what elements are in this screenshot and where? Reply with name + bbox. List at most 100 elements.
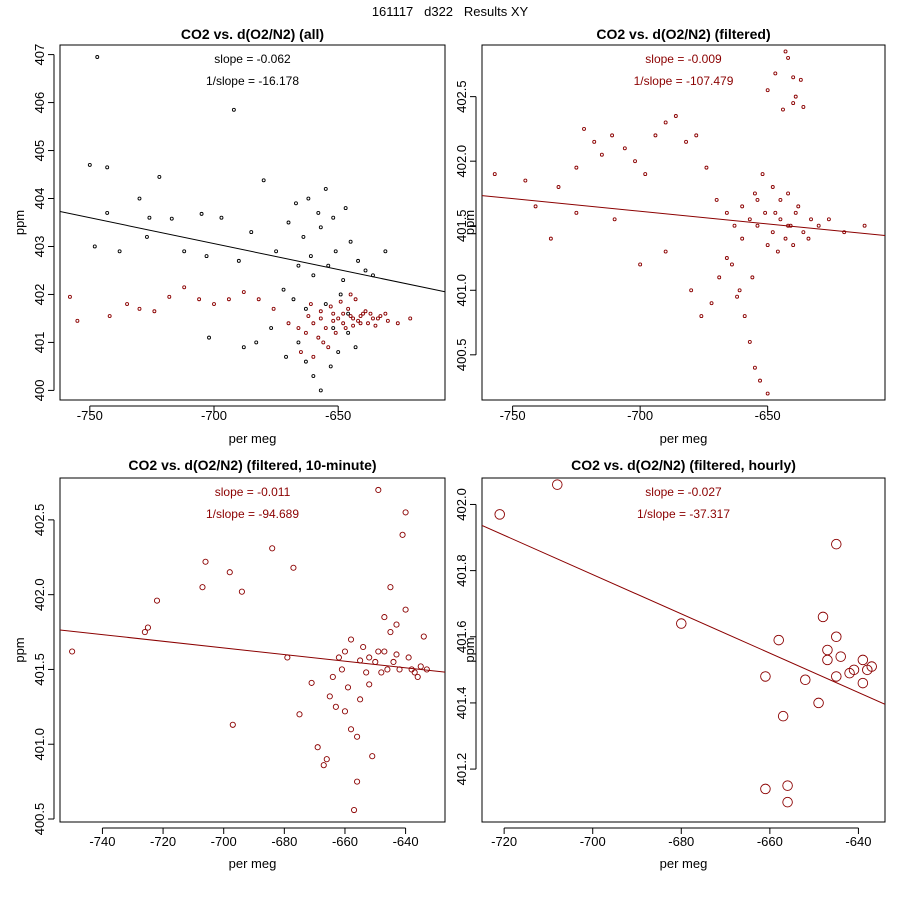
chart-0-point-all [219, 215, 224, 220]
chart-2-y-tick-label: 401.0 [32, 728, 47, 761]
chart-2-point-10-minute [369, 753, 376, 760]
chart-1-point-filtered [730, 262, 734, 267]
chart-2-point-10-minute [69, 648, 76, 655]
chart-1-point-filtered [770, 230, 775, 235]
chart-3-point-hourly [777, 710, 789, 722]
chart-1-point-filtered [765, 391, 770, 396]
chart-1-point-filtered [747, 339, 752, 344]
chart-2-x-axis-label: per meg [229, 856, 277, 871]
chart-2-title: CO2 vs. d(O2/N2) (filtered, 10-minute) [128, 457, 376, 473]
chart-0-point-filtered [318, 316, 323, 321]
chart-0-point-filtered [241, 290, 246, 295]
chart-0-point-filtered [366, 321, 370, 326]
chart-0-x-axis-label: per meg [229, 431, 277, 446]
chart-0-point-all [144, 234, 149, 239]
chart-0-point-all [383, 249, 388, 254]
chart-1-point-filtered [773, 210, 778, 215]
chart-0-point-all [311, 374, 316, 378]
chart-1-point-filtered [763, 210, 768, 215]
chart-2-point-10-minute [384, 666, 391, 673]
chart-1-point-filtered [770, 185, 775, 189]
chart-1-point-filtered [760, 172, 765, 177]
chart-3-fit-line [482, 525, 885, 705]
chart-0-point-filtered [341, 321, 346, 326]
chart-1-point-filtered [842, 230, 847, 235]
chart-0-point-all [308, 254, 313, 259]
chart-0-point-all [356, 258, 361, 263]
chart-0-point-all [294, 201, 298, 206]
chart-0-point-filtered [331, 318, 336, 323]
chart-2-point-10-minute [414, 673, 421, 680]
chart-1-point-filtered [599, 152, 604, 157]
chart-0-point-all [157, 174, 162, 179]
chart-0-point-filtered [303, 330, 308, 335]
chart-0-point-filtered [256, 297, 261, 302]
chart-0-point-filtered [358, 321, 363, 326]
chart-0-point-filtered [353, 297, 358, 302]
chart-0-point-all [318, 388, 323, 393]
chart-0-point-all [117, 249, 122, 254]
chart-1-y-axis-label: ppm [462, 210, 477, 235]
chart-0-x-tick-label: -650 [325, 408, 351, 423]
chart-1-point-filtered [806, 236, 811, 241]
chart-1-point-filtered [750, 275, 755, 280]
chart-1-point-filtered [704, 165, 709, 170]
chart-0-point-all [338, 292, 343, 297]
chart-1-point-filtered [793, 210, 798, 215]
chart-0-point-filtered [167, 294, 172, 299]
chart-2-point-10-minute [326, 693, 333, 700]
chart-2-point-10-minute [399, 531, 406, 538]
chart-1-x-axis-label: per meg [660, 431, 708, 446]
chart-0-point-filtered [306, 314, 311, 318]
chart-0-y-tick-label: 401 [32, 332, 47, 354]
chart-2-point-10-minute [141, 629, 148, 636]
chart-1-point-filtered [758, 378, 762, 383]
chart-1-point-filtered [574, 210, 579, 215]
chart-0-plot-frame [59, 44, 446, 401]
chart-1-data-layer [482, 49, 885, 396]
chart-1-point-filtered [523, 178, 528, 183]
chart-0-y-tick-label: 400 [32, 380, 47, 402]
chart-1-point-filtered [556, 185, 561, 189]
chart-3-y-tick-label: 401.6 [454, 620, 469, 653]
chart-3-x-tick-label: -640 [845, 834, 871, 849]
chart-1-point-filtered [786, 55, 791, 60]
chart-3-point-hourly [813, 697, 824, 709]
chart-1-point-filtered [773, 71, 778, 76]
chart-2-point-10-minute [335, 654, 342, 661]
chart-3-point-hourly [866, 661, 877, 672]
chart-0-point-all [303, 306, 308, 311]
chart-1-point-filtered [793, 94, 798, 99]
chart-3-point-hourly [857, 677, 869, 689]
chart-0-point-all [261, 178, 266, 183]
chart-1-point-filtered [737, 288, 742, 293]
chart-0-y-axis-label: ppm [12, 210, 27, 235]
chart-2-x-tick-label: -640 [393, 834, 419, 849]
chart-2-y-tick-label: 402.0 [32, 578, 47, 611]
chart-1-point-filtered [673, 114, 678, 118]
chart-0-point-all [301, 234, 306, 239]
chart-2-point-10-minute [366, 681, 373, 688]
chart-0-point-all [137, 196, 142, 201]
chart-0-point-filtered [331, 311, 336, 316]
chart-1-point-filtered [791, 101, 796, 106]
chart-2-point-10-minute [341, 648, 349, 655]
chart-0-point-all [311, 273, 316, 278]
chart-3-point-hourly [857, 654, 869, 666]
chart-2-point-10-minute [387, 629, 394, 636]
chart-0-point-all [333, 249, 338, 254]
chart-3-data-layer [482, 479, 885, 808]
chart-1-point-filtered [735, 294, 740, 299]
chart-1-point-filtered [740, 236, 745, 241]
chart-2-point-10-minute [344, 684, 352, 691]
chart-0-point-all [323, 302, 328, 307]
chart-2-point-10-minute [390, 658, 397, 666]
chart-1-point-filtered [755, 197, 760, 202]
chart-2-point-10-minute [360, 643, 367, 651]
chart-1-point-filtered [689, 288, 694, 293]
chart-2-point-10-minute [393, 621, 400, 628]
chart-2-point-10-minute [387, 584, 394, 591]
chart-0-point-filtered [385, 318, 390, 323]
chart-0-point-all [269, 326, 274, 330]
chart-2-point-10-minute [366, 654, 373, 661]
